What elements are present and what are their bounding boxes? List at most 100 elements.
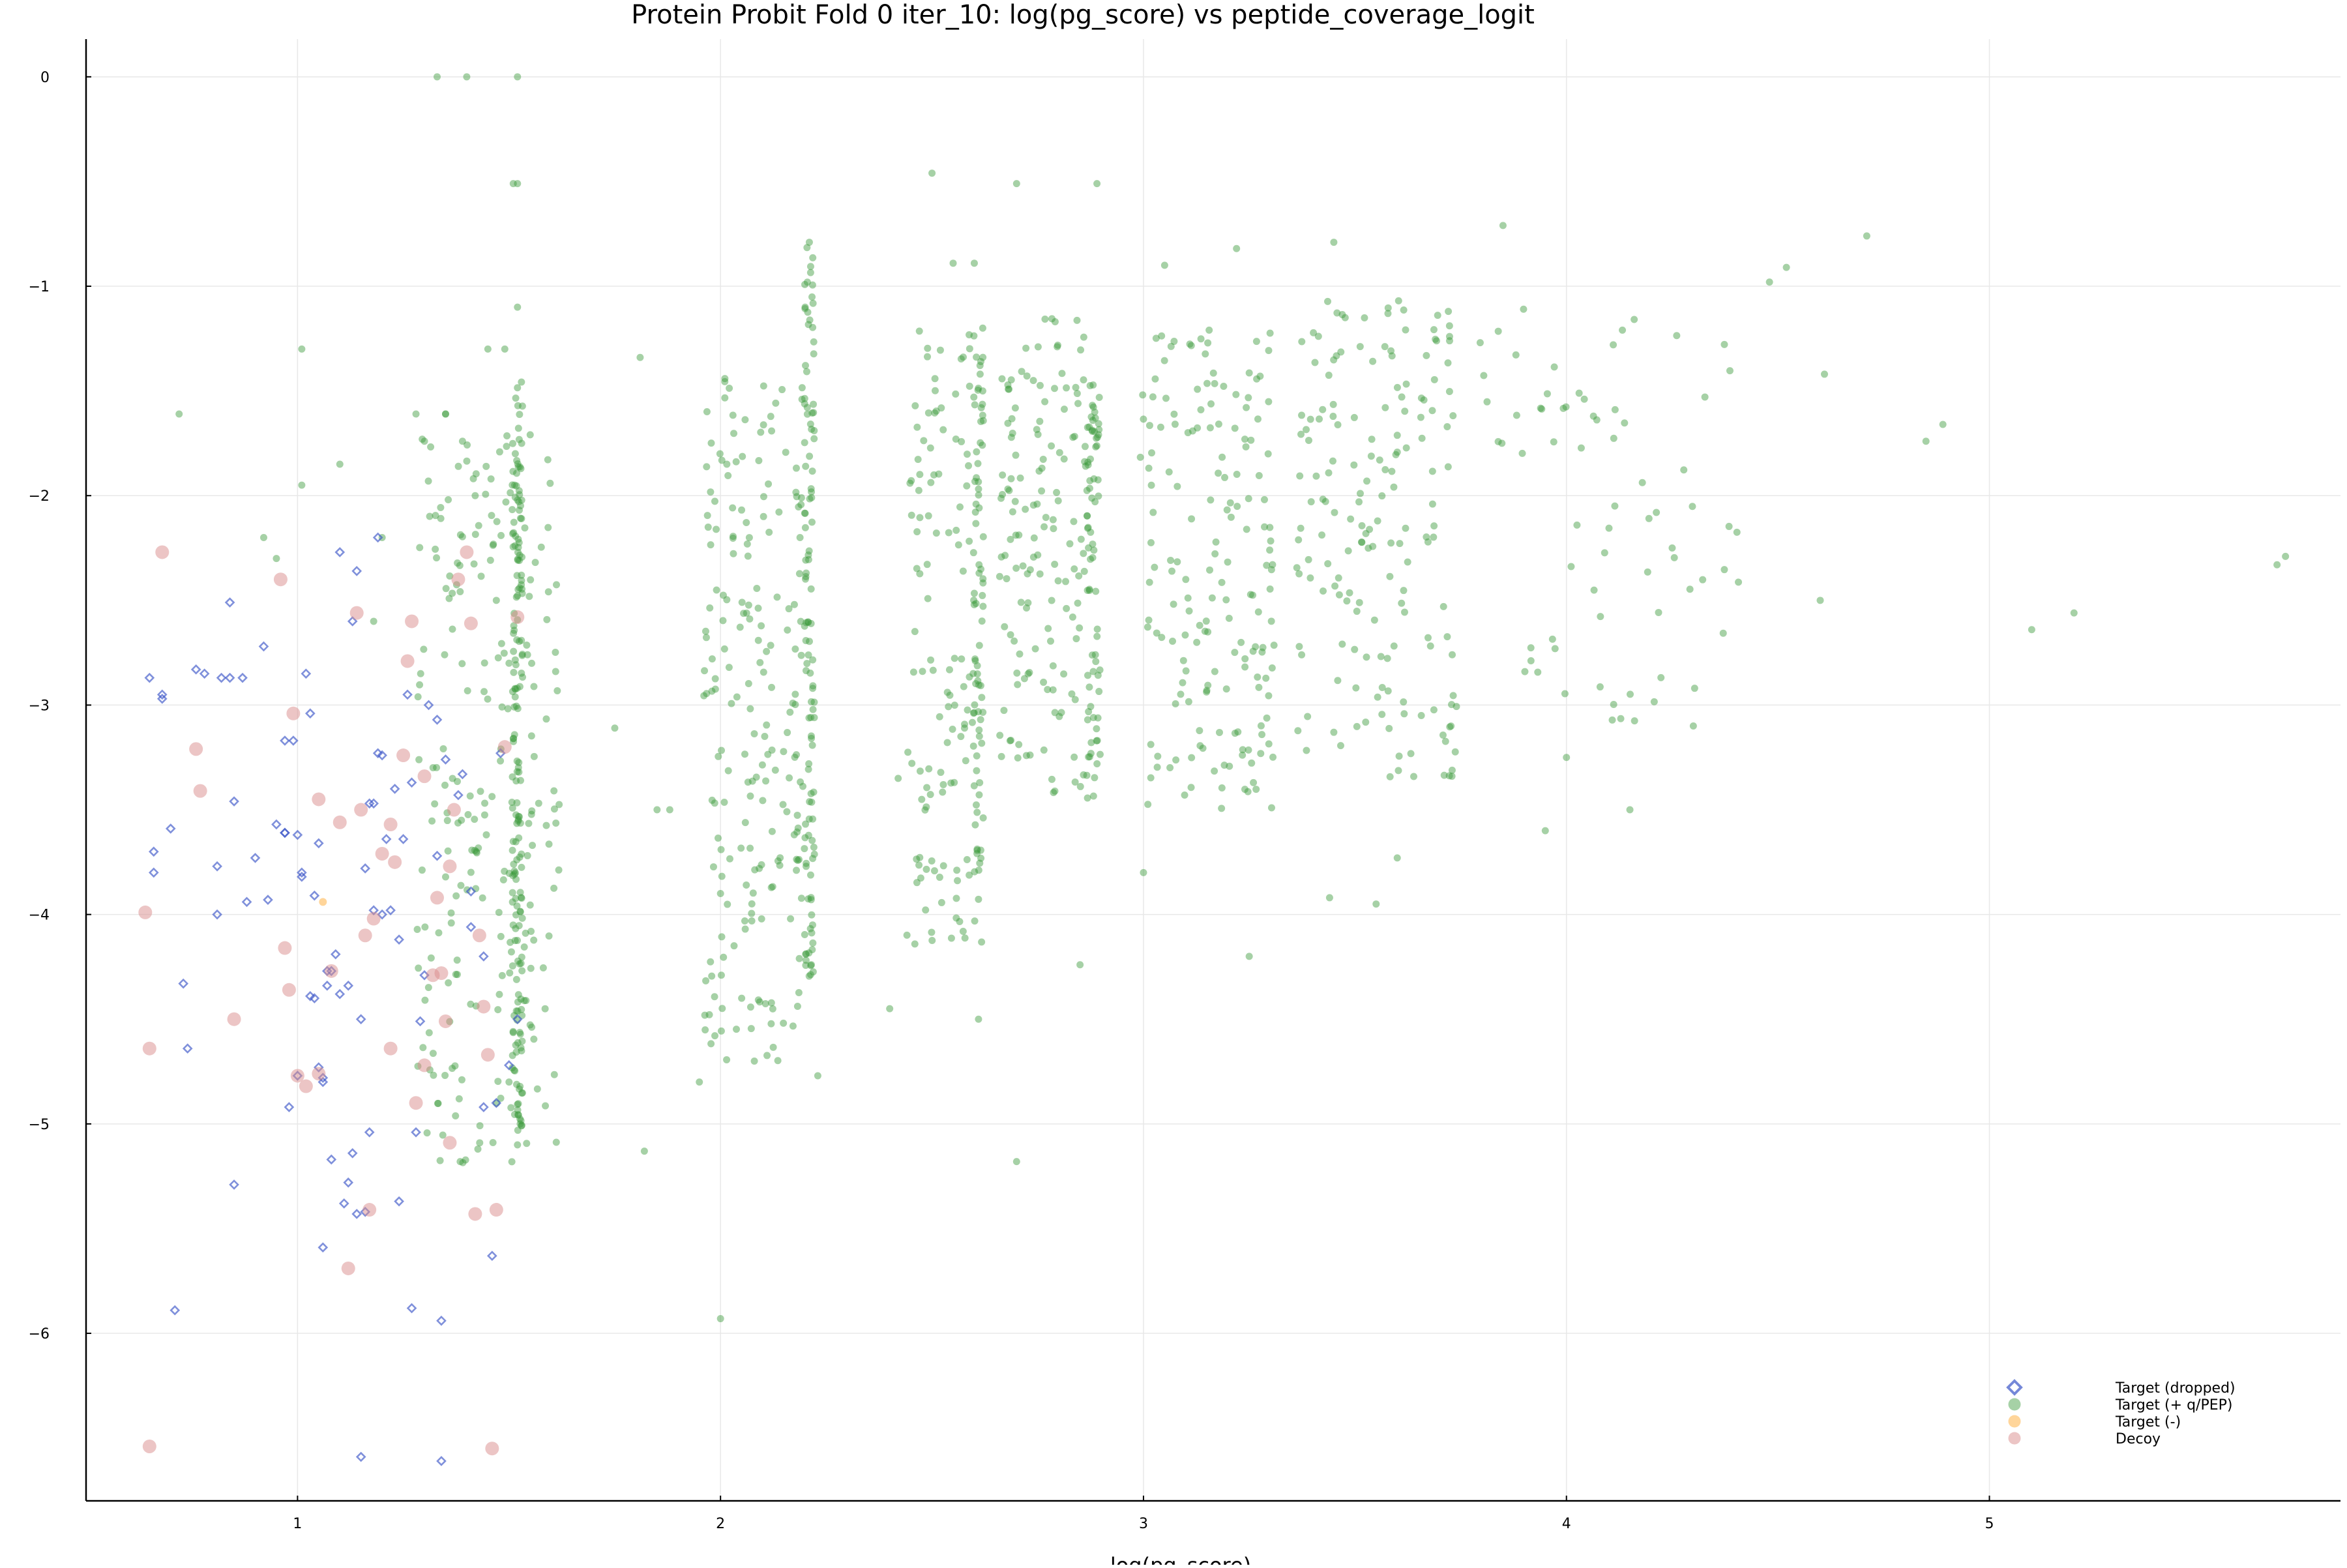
dropped-point bbox=[343, 1177, 354, 1188]
target-point bbox=[1153, 629, 1160, 637]
target-point bbox=[970, 393, 978, 401]
target-point bbox=[700, 692, 708, 700]
target-point bbox=[776, 861, 784, 869]
target-point bbox=[512, 811, 520, 819]
target-point bbox=[1247, 436, 1255, 444]
target-point bbox=[728, 700, 735, 707]
target-point bbox=[954, 541, 962, 549]
target-point bbox=[975, 681, 982, 689]
target-point bbox=[725, 664, 733, 672]
target-point bbox=[1541, 827, 1549, 835]
target-point bbox=[806, 420, 814, 428]
target-point bbox=[1215, 420, 1222, 428]
target-point bbox=[1089, 792, 1097, 800]
target-point bbox=[1820, 370, 1828, 378]
target-point bbox=[1009, 429, 1016, 437]
target-point bbox=[1551, 645, 1559, 653]
target-point bbox=[480, 688, 488, 696]
target-point bbox=[527, 732, 535, 740]
target-point bbox=[806, 269, 814, 276]
target-point bbox=[911, 402, 919, 409]
target-point bbox=[977, 846, 984, 854]
target-point bbox=[791, 754, 799, 762]
target-point bbox=[1402, 444, 1410, 452]
target-point bbox=[1051, 318, 1059, 325]
target-point bbox=[1095, 393, 1103, 401]
target-point bbox=[975, 485, 982, 493]
target-point bbox=[507, 1104, 515, 1112]
target-point bbox=[516, 960, 524, 968]
target-point bbox=[741, 917, 748, 925]
target-point bbox=[746, 792, 754, 800]
target-point bbox=[488, 793, 496, 801]
target-point bbox=[511, 542, 519, 550]
target-point bbox=[545, 840, 553, 848]
target-point bbox=[1325, 372, 1333, 379]
target-point bbox=[802, 667, 810, 675]
target-point bbox=[808, 467, 816, 475]
target-point bbox=[737, 844, 745, 852]
target-point bbox=[971, 821, 979, 829]
target-point bbox=[707, 488, 715, 496]
target-point bbox=[713, 525, 720, 533]
decoy-point bbox=[362, 1203, 377, 1217]
target-point bbox=[1258, 648, 1266, 656]
target-point bbox=[804, 618, 812, 626]
target-point bbox=[1206, 566, 1214, 574]
target-point bbox=[1374, 693, 1381, 701]
dropped-point bbox=[479, 1102, 489, 1112]
target-point bbox=[514, 544, 522, 552]
target-point bbox=[797, 778, 804, 786]
target-point bbox=[931, 409, 939, 417]
target-point bbox=[1075, 572, 1083, 580]
target-point bbox=[1006, 737, 1014, 745]
target-point bbox=[1619, 326, 1627, 334]
target-point bbox=[791, 690, 799, 698]
target-point bbox=[1081, 458, 1089, 466]
target-point bbox=[721, 394, 729, 402]
target-point bbox=[513, 820, 521, 827]
target-point bbox=[1136, 453, 1144, 461]
target-point bbox=[513, 856, 521, 864]
target-point bbox=[1266, 329, 1274, 337]
target-point bbox=[1400, 698, 1408, 706]
target-point bbox=[718, 1005, 726, 1013]
target-point bbox=[1329, 400, 1337, 408]
target-point bbox=[514, 957, 522, 965]
target-point bbox=[1398, 393, 1406, 401]
target-point bbox=[1162, 394, 1170, 402]
target-point bbox=[913, 855, 921, 863]
target-point bbox=[419, 1044, 427, 1052]
target-point bbox=[1057, 709, 1065, 717]
target-point bbox=[1168, 567, 1176, 575]
target-point bbox=[1548, 635, 1556, 643]
target-point bbox=[949, 725, 956, 733]
target-point bbox=[767, 413, 775, 421]
target-point bbox=[1449, 651, 1456, 658]
target-point bbox=[1023, 372, 1031, 380]
target-point bbox=[1211, 767, 1218, 775]
target-point bbox=[803, 410, 811, 418]
target-point bbox=[1194, 424, 1202, 432]
target-point bbox=[795, 570, 803, 578]
target-point bbox=[1400, 710, 1408, 718]
target-point bbox=[1356, 490, 1364, 497]
target-point bbox=[957, 355, 965, 362]
decoy-point bbox=[409, 1096, 423, 1110]
target-point bbox=[421, 923, 429, 931]
target-point bbox=[1202, 617, 1210, 625]
target-point bbox=[1245, 953, 1253, 960]
target-point bbox=[498, 703, 506, 711]
target-point bbox=[1610, 700, 1617, 708]
target-point bbox=[1378, 492, 1386, 500]
decoy-point bbox=[332, 815, 347, 829]
target-point bbox=[1049, 516, 1057, 524]
target-point bbox=[973, 845, 981, 853]
dropped-point bbox=[355, 1451, 366, 1462]
target-point bbox=[1645, 514, 1653, 522]
target-point bbox=[920, 437, 928, 445]
target-point bbox=[1091, 428, 1099, 436]
dropped-point bbox=[343, 981, 354, 991]
target-point bbox=[797, 651, 805, 659]
target-point bbox=[1939, 421, 1947, 428]
